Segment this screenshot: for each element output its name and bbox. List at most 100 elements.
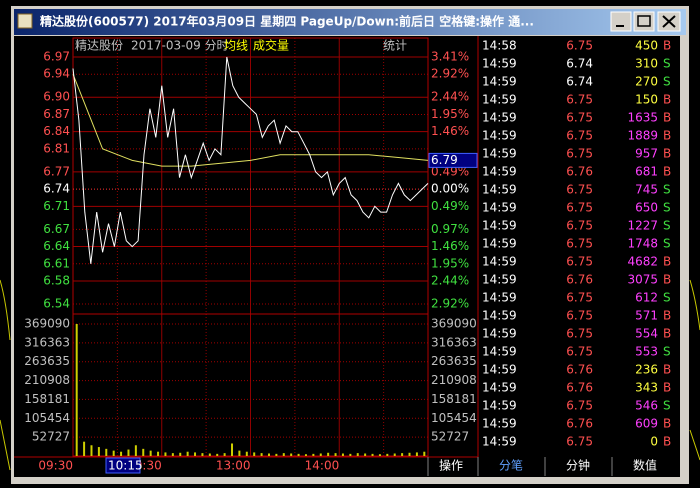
price-tick-label: 6.84 (43, 124, 70, 138)
trade-side: B (663, 309, 671, 323)
volume-bar (364, 453, 367, 456)
trade-side: B (663, 111, 671, 125)
trade-side: B (663, 363, 671, 377)
cursor-time: 10:15 (108, 459, 143, 473)
trade-volume: 1227 (627, 219, 658, 233)
trade-price: 6.75 (566, 111, 593, 125)
trade-volume: 745 (635, 183, 658, 197)
window-buttons[interactable] (610, 11, 681, 32)
trade-price: 6.75 (566, 291, 593, 305)
trade-volume: 957 (635, 147, 658, 161)
chart-date: 2017-03-09 分时 (131, 39, 229, 53)
trade-time: 14:59 (482, 165, 517, 179)
trade-volume: 571 (635, 309, 658, 323)
volume-tick-label: 158181 (431, 392, 477, 406)
volume-bar (238, 450, 241, 456)
time-label: 14:00 (305, 459, 340, 473)
trade-time: 14:59 (482, 255, 517, 269)
volume-bar (378, 454, 381, 456)
volume-tick-label: 263635 (431, 354, 477, 368)
icon (662, 15, 676, 28)
trade-volume: 612 (635, 291, 658, 305)
trade-time: 14:59 (482, 93, 517, 107)
price-tick-label: 6.54 (43, 297, 70, 311)
volume-bar (179, 452, 182, 456)
trade-volume: 270 (635, 75, 658, 89)
volume-bar (415, 452, 418, 456)
volume-bar (194, 452, 197, 456)
trade-volume: 650 (635, 201, 658, 215)
volume-tick-label: 52727 (32, 430, 70, 444)
trade-price: 6.75 (566, 93, 593, 107)
volume-bar (142, 448, 145, 456)
volume-bar (290, 453, 293, 456)
pct-tick-label: 2.92% (431, 297, 469, 311)
trade-volume: 0 (650, 435, 658, 449)
pct-tick-label: 0.97% (431, 222, 469, 236)
volume-bar (157, 451, 160, 456)
trade-side: S (663, 345, 671, 359)
maximize-button[interactable] (633, 11, 655, 32)
trade-time: 14:59 (482, 111, 517, 125)
trade-price: 6.75 (566, 201, 593, 215)
price-tick-label: 6.77 (43, 164, 70, 178)
tab-bar: 操作 分笔 分钟 数值 (427, 457, 657, 476)
trade-time: 14:59 (482, 435, 517, 449)
trade-side: S (663, 237, 671, 251)
volume-bar (208, 453, 211, 456)
volume-tick-label: 210908 (431, 373, 477, 387)
trade-side: S (663, 57, 671, 71)
volume-bar (312, 453, 315, 456)
trade-side: B (663, 165, 671, 179)
trade-time: 14:59 (482, 147, 517, 161)
stats-button[interactable]: 统计 (383, 39, 407, 53)
price-tick-label: 6.97 (43, 50, 70, 64)
trade-time: 14:59 (482, 57, 517, 71)
volume-bar (105, 448, 108, 456)
trade-volume: 546 (635, 399, 658, 413)
trade-time: 14:59 (482, 291, 517, 305)
trade-time: 14:59 (482, 219, 517, 233)
icon (637, 15, 651, 27)
trade-volume: 1635 (627, 111, 658, 125)
price-line (72, 56, 429, 264)
avg-legend: 均线 (224, 39, 248, 53)
volume-bar (386, 453, 389, 456)
tab[interactable]: 分笔 (499, 458, 523, 473)
tab[interactable]: 操作 (439, 458, 463, 473)
time-label: 13:00 (216, 459, 251, 473)
pct-tick-label: 1.46% (431, 124, 469, 138)
volume-tick-label: 210908 (24, 373, 70, 387)
background-app (0, 279, 700, 471)
volume-bar (216, 453, 219, 456)
trade-side: S (663, 219, 671, 233)
volume-bar (97, 447, 100, 456)
trade-price: 6.75 (566, 183, 593, 197)
tab[interactable]: 数值 (633, 458, 657, 473)
volume-bar (253, 452, 256, 456)
trade-price: 6.75 (566, 327, 593, 341)
trade-side: B (663, 129, 671, 143)
volume-bar (371, 453, 374, 456)
minimize-button[interactable] (610, 11, 632, 32)
trade-price: 6.75 (566, 345, 593, 359)
content (14, 36, 680, 477)
volume-bar (75, 324, 78, 456)
pct-tick-label: 2.92% (431, 67, 469, 81)
volume-bar (171, 453, 174, 456)
trade-price: 6.74 (566, 57, 593, 71)
trade-price: 6.76 (566, 165, 593, 179)
price-tick-label: 6.81 (43, 141, 70, 155)
volume-bar (201, 453, 204, 456)
volume-bar (134, 445, 137, 456)
volume-tick-label: 369090 (24, 317, 70, 331)
tab[interactable]: 分钟 (566, 458, 590, 473)
price-tick-label: 6.94 (43, 67, 70, 81)
volume-bar (245, 451, 248, 456)
trade-price: 6.75 (566, 399, 593, 413)
volume-bar (149, 450, 152, 456)
pct-tick-label: 3.41% (431, 50, 469, 64)
trade-time: 14:59 (482, 183, 517, 197)
